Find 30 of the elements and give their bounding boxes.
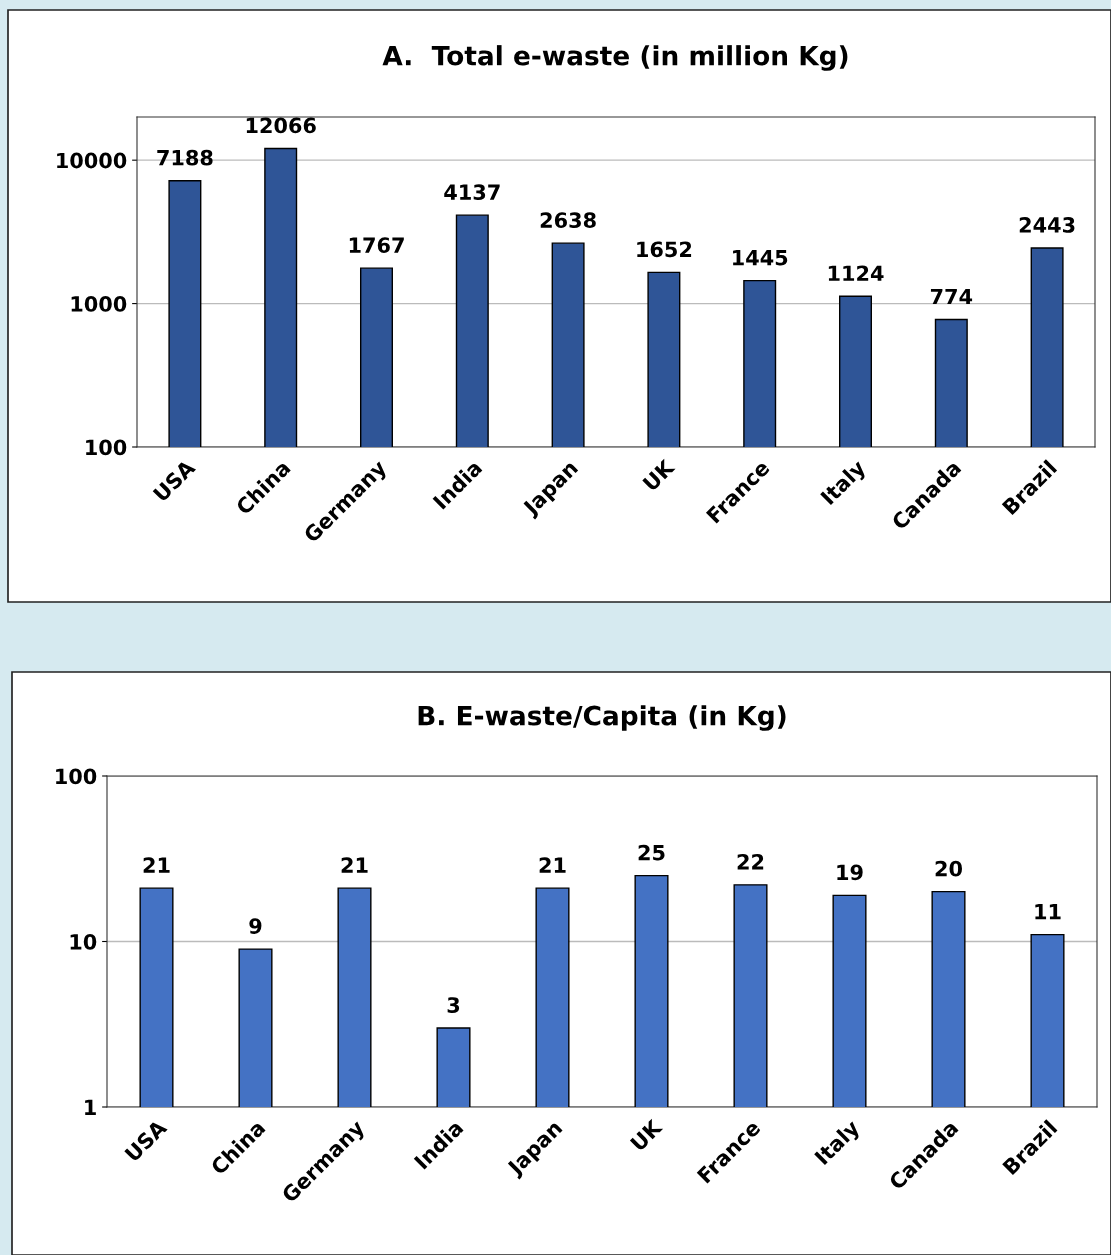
y-tick-label: 100 — [56, 768, 97, 785]
y-tick-label: 10000 — [57, 152, 127, 169]
data-label: 2638 — [540, 212, 596, 229]
data-label: 7188 — [157, 149, 213, 166]
data-label: 21 — [341, 857, 368, 873]
data-label: 774 — [930, 288, 973, 305]
y-tick-label: 100 — [86, 439, 127, 456]
data-label: 1124 — [828, 265, 884, 281]
y-tick-label: 1 — [85, 1099, 96, 1115]
data-label: 11 — [1035, 904, 1061, 920]
data-label: 22 — [737, 853, 764, 870]
chart-title: A. Total e-waste (in million Kg) — [382, 45, 848, 71]
x-tick-label: UK — [629, 1118, 664, 1152]
data-label: 21 — [143, 857, 170, 873]
y-tick-label: 10 — [70, 933, 97, 950]
data-label: 3 — [447, 997, 460, 1013]
chart-title: B. E-waste/Capita (in Kg) — [418, 705, 786, 731]
data-label: 2443 — [1019, 217, 1075, 233]
y-tick-label: 1000 — [71, 296, 127, 312]
data-label: 1652 — [637, 241, 692, 258]
data-label: 12066 — [246, 117, 316, 134]
x-tick-label: UK — [642, 458, 676, 492]
data-label: 19 — [837, 864, 863, 881]
data-label: 1767 — [349, 237, 404, 253]
data-label: 25 — [638, 844, 665, 861]
data-label: 21 — [539, 857, 566, 873]
data-label: 9 — [249, 918, 262, 934]
data-label: 4137 — [444, 184, 500, 200]
data-label: 1445 — [733, 250, 788, 266]
data-label: 20 — [935, 860, 962, 877]
